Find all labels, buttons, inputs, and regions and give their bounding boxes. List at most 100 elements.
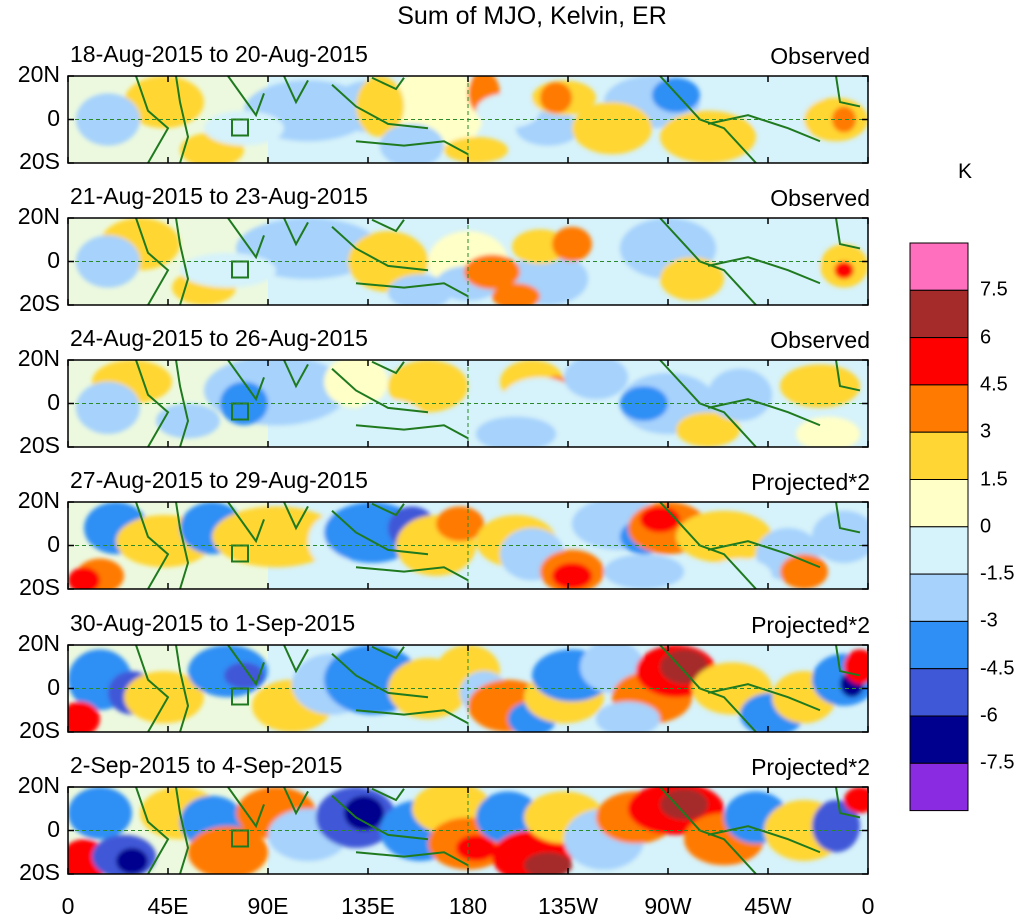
anomaly-patch [676,510,772,563]
anomaly-patch [812,510,868,563]
lon-tick-label: 0 [61,893,75,919]
colorbar-swatch [909,242,969,291]
coastline [135,502,861,589]
anomaly-patch [812,800,860,853]
colorbar-tick-label: 7.5 [980,278,1008,301]
panel-date-range: 18-Aug-2015 to 20-Aug-2015 [70,41,368,67]
anomaly-patch [380,123,444,163]
anomaly-patch [444,136,508,163]
panel-status: Observed [770,185,870,211]
lon-tick-label: 135W [537,893,599,919]
colorbar-tick-label: -4.5 [980,657,1015,680]
lat-tick-label: 0 [47,246,60,273]
anomaly-patch [204,110,284,146]
anomaly-patch [76,235,140,288]
lat-tick-label: 20S [19,290,60,316]
map-panel [67,75,869,164]
anomaly-patch [604,554,684,589]
anomaly-patch [540,82,572,114]
colorbar-swatch [909,384,969,433]
colorbar-swatch [909,526,969,575]
anomaly-patch [212,506,340,568]
colorbar-swatch [909,289,969,339]
anomaly-patch [68,567,100,589]
lon-tick-label: 45W [744,893,792,919]
lat-tick-label: 0 [47,673,60,700]
anomaly-patch [640,506,680,533]
colorbar-tick-label: -7.5 [980,751,1015,774]
map-panel [67,217,869,306]
anomaly-patch [76,93,140,146]
anomaly-patch [564,360,628,400]
lat-tick-label: 0 [47,104,60,131]
anomaly-patch [476,416,556,447]
colorbar-swatch [909,479,969,528]
anomaly-patch [476,93,540,129]
lon-tick-label: 90E [247,893,289,919]
anomaly-patch [572,102,652,155]
lat-tick-label: 0 [47,388,60,415]
anomaly-patch [388,274,452,305]
colorbar-tick-label: -3 [980,609,998,632]
anomaly-patch [780,554,828,589]
lat-tick-label: 20N [17,203,60,229]
lat-tick-label: 20N [17,772,60,798]
anomaly-patch [492,283,540,305]
colorbar-tick-label: -6 [980,704,998,727]
colorbar-tick-label: -1.5 [980,562,1015,585]
anomaly-patch [652,77,700,113]
lat-tick-label: 20N [17,487,60,513]
anomaly-patch [844,649,868,685]
anomaly-patch [660,110,756,163]
anomaly-patch [780,364,860,408]
anomaly-patch [324,360,388,408]
panel-date-range: 30-Aug-2015 to 1-Sep-2015 [70,610,356,636]
anomaly-patch [676,412,740,447]
anomaly-patch [68,701,100,732]
colorbar [909,242,969,812]
anomaly-patch [660,257,724,301]
anomaly-patch [68,787,132,840]
anomaly-patch [708,558,772,589]
panel-status: Observed [770,327,870,353]
anomaly-patch [356,76,404,137]
colorbar-swatch [909,715,969,764]
anomaly-patch [596,701,660,732]
lat-tick-label: 0 [47,815,60,842]
panel-date-range: 24-Aug-2015 to 26-Aug-2015 [70,325,368,351]
anomaly-patch [524,852,572,874]
lat-tick-label: 20S [19,574,60,600]
panel-date-range: 2-Sep-2015 to 4-Sep-2015 [70,752,343,778]
anomaly-patch [552,226,592,262]
lat-tick-label: 20N [17,630,60,656]
map-panel [67,359,869,448]
coastline [135,360,861,447]
anomaly-patch [180,252,276,288]
colorbar-tick-label: 3 [980,420,992,443]
anomaly-patch [660,788,708,821]
lat-tick-label: 20N [17,61,60,87]
lat-tick-label: 20N [17,345,60,371]
lat-tick-label: 20S [19,432,60,458]
anomaly-patch [796,416,860,447]
anomaly-patch [552,562,592,589]
colorbar-swatch [909,431,969,481]
anomaly-patch [388,360,468,413]
anomaly-patch [436,506,484,542]
anomaly-patch [456,834,496,861]
colorbar-tick-label: 1.5 [980,468,1008,490]
panel-status: Projected*2 [751,612,870,638]
anomaly-patch [844,787,868,814]
chart-title: Sum of MJO, Kelvin, ER [397,2,667,30]
lat-tick-label: 0 [47,530,60,557]
panel-date-range: 21-Aug-2015 to 23-Aug-2015 [70,183,368,209]
colorbar-swatch [909,620,969,670]
map-panel [67,644,869,733]
coastline [135,787,861,874]
anomaly-patch [76,381,140,434]
panel-date-range: 27-Aug-2015 to 29-Aug-2015 [70,467,368,493]
map-panel [67,786,869,875]
anomaly-patch [116,847,148,874]
colorbar-tick-label: 4.5 [980,373,1008,396]
